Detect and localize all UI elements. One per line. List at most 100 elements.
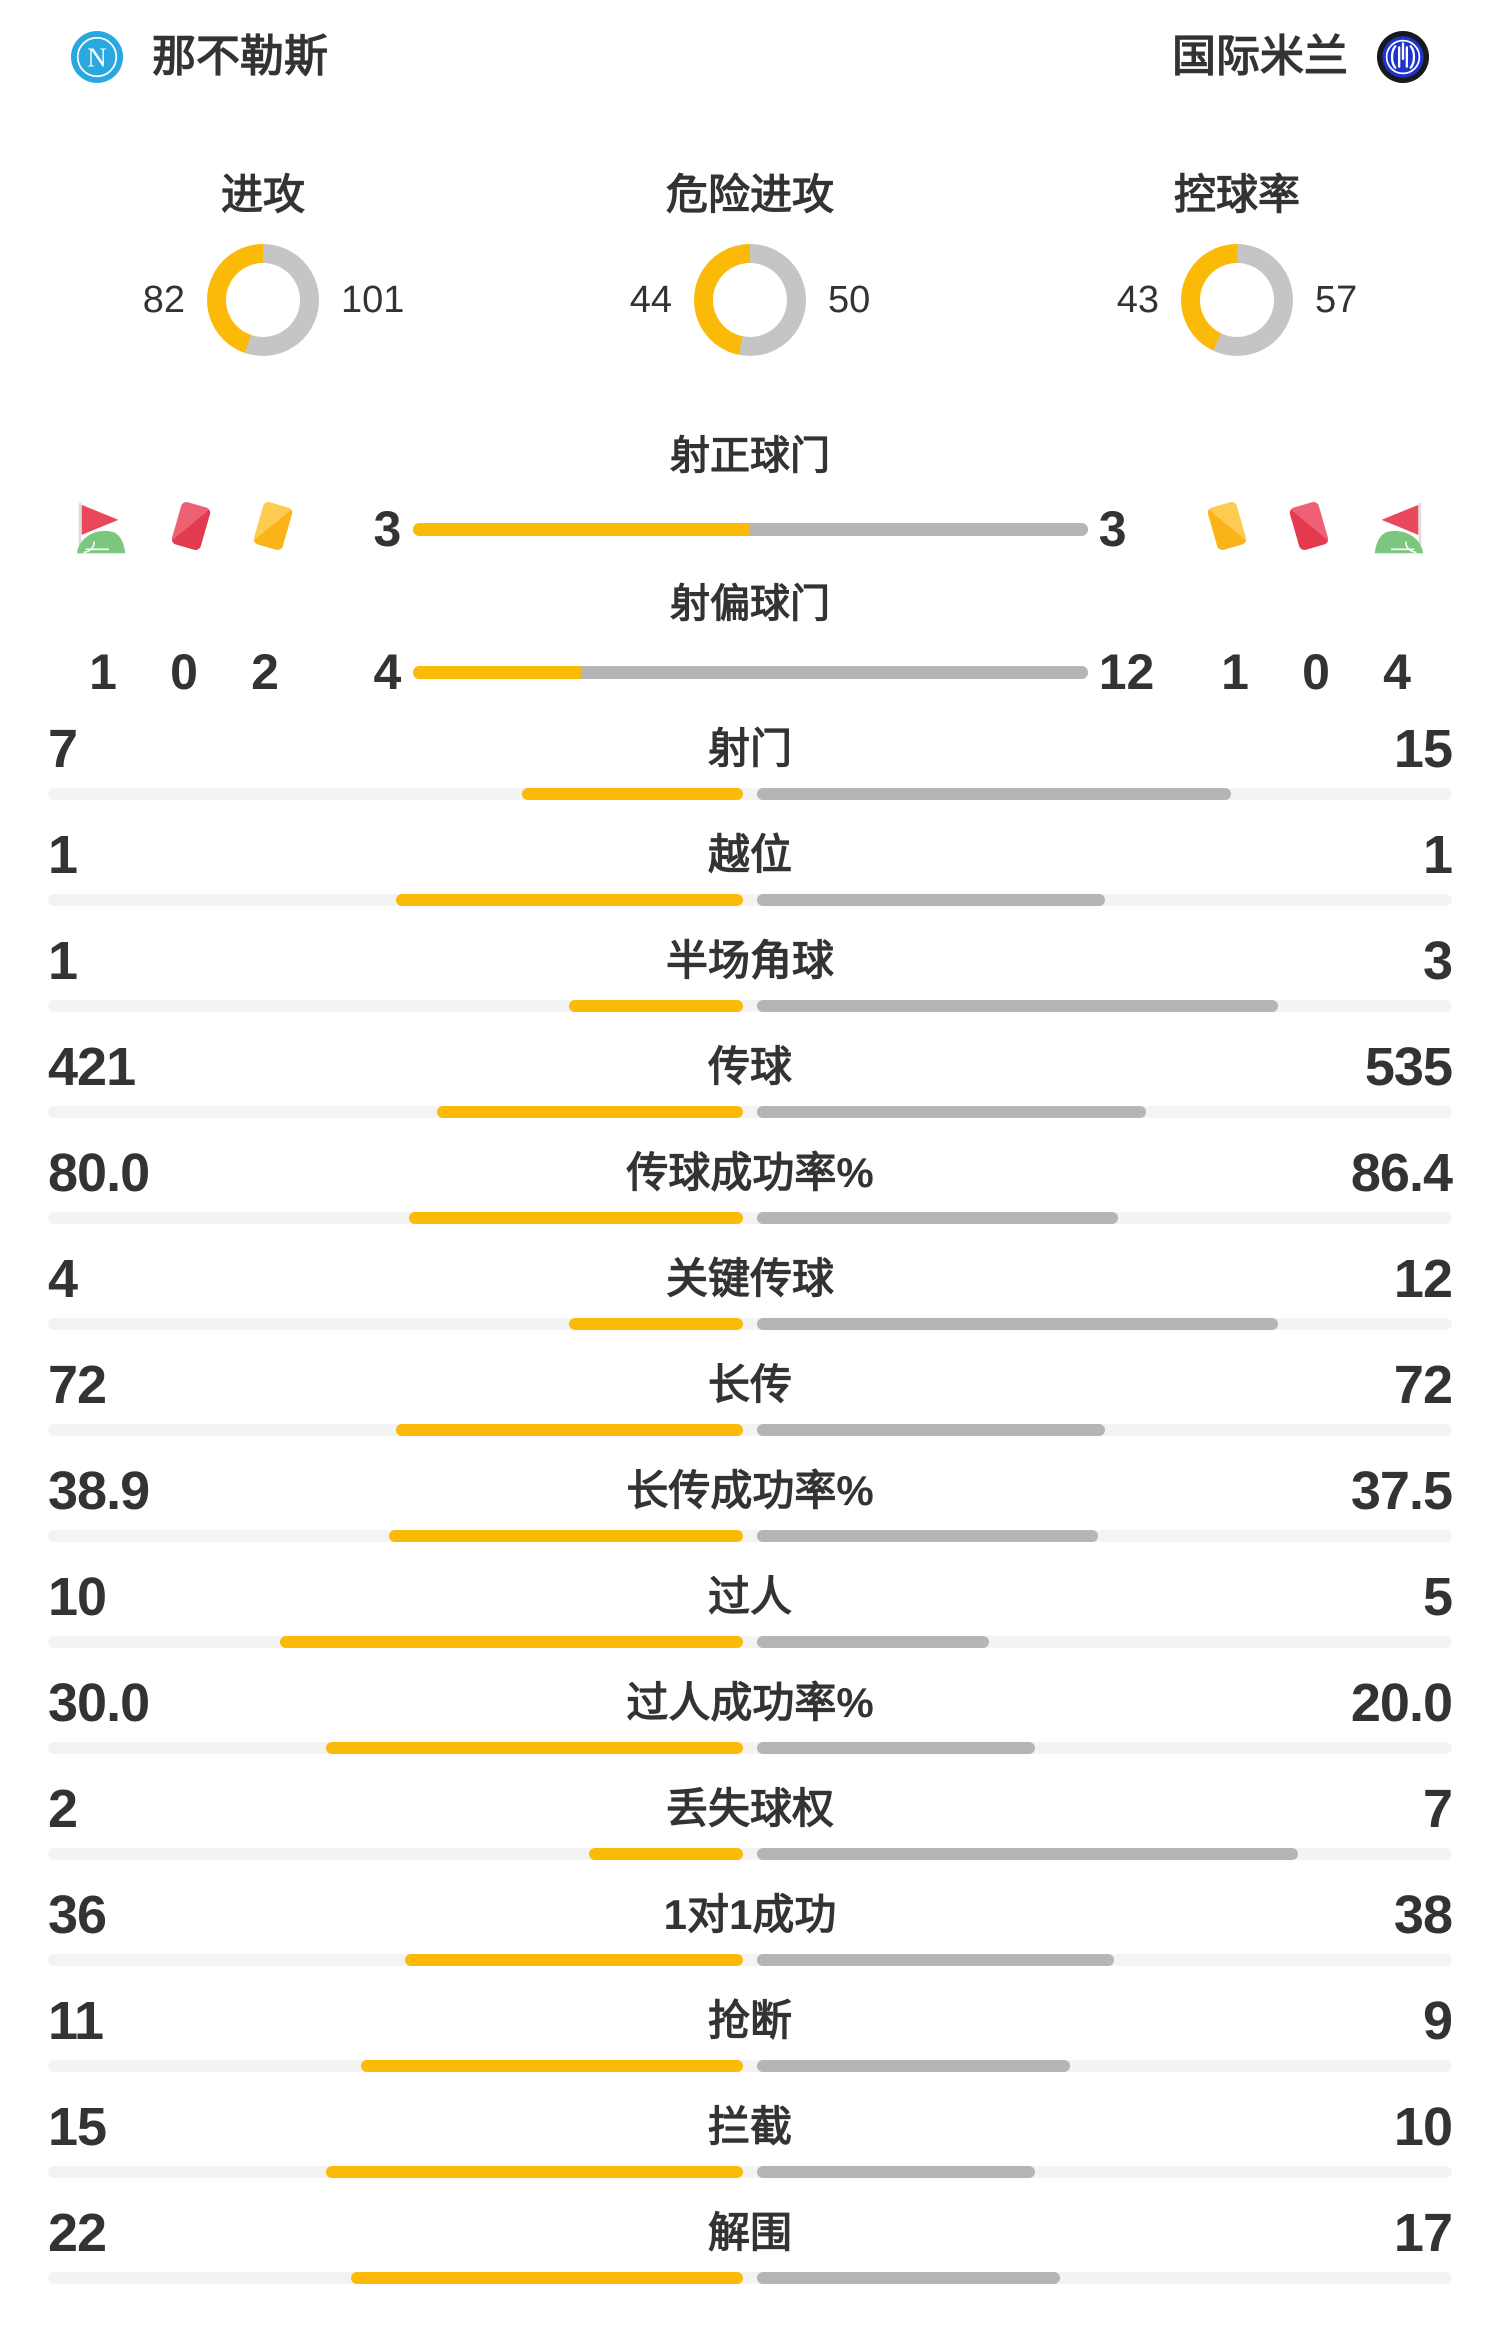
home-team-header: N 那不勒斯: [70, 30, 328, 84]
stat-home-value: 4: [48, 1249, 78, 1309]
stat-row: 36 1对1成功 38: [0, 1886, 1500, 1966]
away-team-name: 国际米兰: [1172, 32, 1348, 81]
stat-bar-home-fill: [408, 1212, 743, 1224]
stat-label: 射门: [707, 725, 792, 772]
stat-label: 长传成功率%: [626, 1467, 874, 1514]
stat-bar: [48, 1954, 1452, 1966]
stat-away-value: 37.5: [1350, 1461, 1453, 1521]
donut-dangerous-attacks: 危险进攻 44 50: [575, 174, 925, 356]
stat-home-value: 22: [48, 2203, 107, 2263]
stat-bar-home-fill: [360, 2060, 743, 2072]
stat-bar: [48, 788, 1452, 800]
stat-home-value: 1: [48, 825, 78, 885]
stat-home-value: 11: [48, 1991, 104, 2051]
home-red-card-count: 0: [170, 644, 198, 700]
donut-attacks-away-value: 101: [341, 279, 405, 321]
stat-away-value: 535: [1364, 1037, 1453, 1097]
away-corner-flag-count: 4: [1383, 644, 1411, 700]
stat-bar-away-fill: [757, 1106, 1146, 1118]
shots-on-target-bar: [412, 522, 1088, 536]
away-team-header: 国际米兰: [1172, 30, 1430, 84]
stat-away-value: 1: [1422, 825, 1453, 885]
donut-dangerous-attacks-ring: [694, 244, 806, 356]
stat-bar-home-fill: [389, 1530, 743, 1542]
stat-bar: [48, 1424, 1452, 1436]
stat-away-value: 5: [1422, 1567, 1453, 1627]
stat-bar-away-fill: [757, 1212, 1118, 1224]
donut-attacks-label: 进攻: [220, 171, 305, 218]
donut-possession: 控球率 43 57: [1062, 174, 1412, 356]
stat-label: 过人: [707, 1573, 792, 1620]
donut-possession-label: 控球率: [1173, 171, 1300, 218]
stat-home-value: 10: [48, 1567, 107, 1627]
stat-bar-home-fill: [588, 1848, 743, 1860]
away-discipline-counts: 1 0 4: [1202, 647, 1430, 697]
stat-bar: [48, 1000, 1452, 1012]
stat-label: 越位: [707, 831, 792, 878]
stat-home-value: 38.9: [48, 1461, 150, 1521]
stat-home-value: 7: [48, 719, 78, 779]
match-header: N 那不勒斯 国际米兰: [0, 0, 1500, 84]
stat-label: 丢失球权: [665, 1785, 834, 1832]
stat-bar-away-fill: [757, 2272, 1060, 2284]
stat-label: 半场角球: [665, 937, 834, 984]
stat-row: 1 半场角球 3: [0, 932, 1500, 1012]
stat-away-value: 15: [1393, 719, 1453, 779]
stat-bar-home-fill: [569, 1000, 743, 1012]
stat-home-value: 72: [48, 1355, 107, 1415]
stat-bar-home-fill: [436, 1106, 743, 1118]
donut-dangerous-attacks-away-value: 50: [828, 279, 871, 321]
shots-off-target-away-value: 12: [1098, 644, 1155, 700]
home-corner-flag-count: 1: [89, 644, 117, 700]
stat-bar-home-fill: [350, 2272, 743, 2284]
stat-bar-home-fill: [404, 1954, 743, 1966]
donut-dangerous-attacks-label: 危险进攻: [665, 171, 834, 218]
donut-possession-home-value: 43: [1116, 279, 1159, 321]
stat-bar-home-fill: [569, 1318, 743, 1330]
stat-bar-home-fill: [279, 1636, 743, 1648]
stat-label: 长传: [707, 1361, 792, 1408]
stat-away-value: 12: [1393, 1249, 1453, 1309]
corner-flag-icon: [1374, 502, 1424, 554]
stat-row: 38.9 长传成功率% 37.5: [0, 1462, 1500, 1542]
yellow-card-icon: [253, 502, 293, 550]
stat-bar-away-fill: [757, 894, 1105, 906]
stat-bar-away-fill: [757, 1954, 1114, 1966]
stat-home-value: 36: [48, 1885, 107, 1945]
stat-bar-away-fill: [757, 2060, 1070, 2072]
shots-off-target-home-value: 4: [373, 644, 402, 700]
stat-label: 抢断: [707, 1997, 792, 2044]
home-discipline-icons: [70, 499, 298, 559]
napoli-crest-icon: N: [70, 30, 124, 84]
stat-bar-away-fill: [757, 788, 1231, 800]
stat-bar-away-fill: [757, 1742, 1035, 1754]
stat-label: 传球成功率%: [626, 1149, 874, 1196]
donut-attacks-ring: [207, 244, 319, 356]
stat-bar-away-fill: [757, 2166, 1035, 2178]
donut-possession-away-value: 57: [1315, 279, 1358, 321]
stat-bar-home-fill: [395, 894, 743, 906]
stat-home-value: 421: [48, 1037, 136, 1097]
inter-crest-icon: [1376, 30, 1430, 84]
stat-away-value: 20.0: [1350, 1673, 1453, 1733]
stat-row: 4 关键传球 12: [0, 1250, 1500, 1330]
stat-away-value: 17: [1393, 2203, 1453, 2263]
away-yellow-card-count: 1: [1221, 644, 1249, 700]
stat-bar: [48, 1848, 1452, 1860]
stat-bar-home-fill: [326, 1742, 743, 1754]
donut-charts: 进攻 82 101 危险进攻 44 50 控球率 43 57: [0, 174, 1500, 356]
stat-row: 15 拦截 10: [0, 2098, 1500, 2178]
donut-dangerous-attacks-home-value: 44: [629, 279, 672, 321]
donut-attacks: 进攻 82 101: [88, 174, 438, 356]
stat-label: 1对1成功: [663, 1891, 837, 1938]
stat-home-value: 2: [48, 1779, 78, 1839]
shots-off-target-row: 1 0 2 4 12 1 0 4: [0, 640, 1500, 704]
stat-bar-away-fill: [757, 1848, 1298, 1860]
stat-bar-home-fill: [521, 788, 743, 800]
corner-flag-icon: [76, 502, 126, 554]
stat-bar-away-fill: [757, 1636, 989, 1648]
home-discipline-counts: 1 0 2: [70, 647, 298, 697]
stat-bar: [48, 894, 1452, 906]
stat-label: 传球: [707, 1043, 792, 1090]
svg-text:N: N: [87, 43, 107, 73]
